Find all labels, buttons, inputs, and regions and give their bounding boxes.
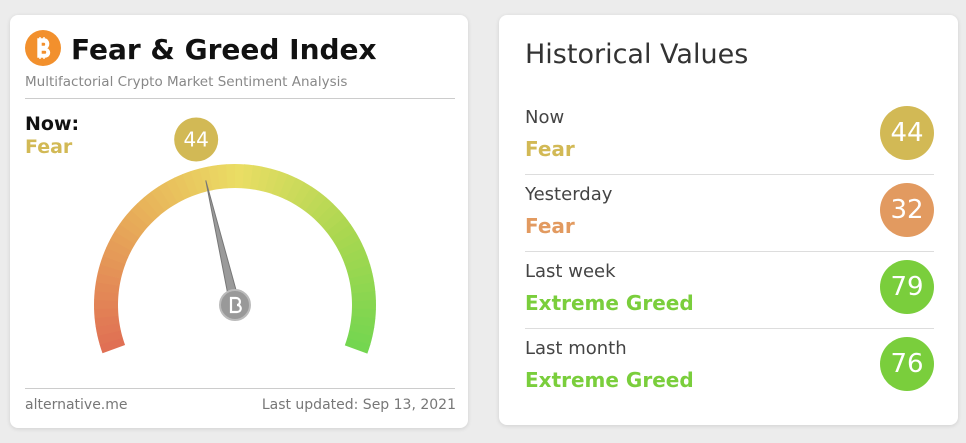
gauge-arc	[199, 166, 214, 192]
title: Fear & Greed Index	[71, 33, 377, 66]
divider	[25, 98, 455, 99]
bitcoin-logo	[25, 30, 61, 66]
row-label: Now	[525, 107, 565, 128]
gauge-arc	[95, 272, 122, 287]
row-label: Last month	[525, 338, 627, 359]
history-row: Last month Extreme Greed 76	[499, 332, 958, 409]
gauge-arc	[97, 330, 123, 345]
divider	[25, 388, 455, 389]
gauge-arc	[292, 182, 313, 208]
gauge-arc	[330, 224, 356, 245]
gauge-arc	[99, 337, 126, 354]
gauge-arc	[242, 164, 254, 190]
updated: Last updated: Sep 13, 2021	[261, 397, 456, 413]
gauge-arc	[348, 273, 375, 287]
row-value: 76	[880, 337, 934, 391]
gauge-arc	[94, 315, 120, 328]
gauge-arc	[102, 247, 129, 265]
gauge-arc	[350, 282, 376, 294]
gauge-arc	[208, 165, 221, 191]
separator	[525, 174, 934, 175]
gauge-arc	[334, 231, 361, 252]
row-classification: Extreme Greed	[525, 368, 694, 392]
gauge-arc	[351, 291, 376, 302]
gauge-arc	[344, 337, 371, 354]
row-classification: Extreme Greed	[525, 291, 694, 315]
needle	[205, 180, 241, 307]
gauge-arc	[350, 315, 376, 328]
gauge-arc	[257, 166, 272, 192]
gauge-arc	[347, 330, 373, 346]
gauge-arc	[94, 307, 119, 319]
source: alternative.me	[25, 397, 128, 413]
gauge-arc	[321, 210, 346, 233]
gauge-arc	[217, 164, 228, 189]
gauge-arc	[97, 264, 124, 279]
gauge-arc	[326, 216, 351, 239]
gauge-arc	[347, 264, 373, 280]
gauge-arc	[341, 247, 368, 265]
gauge-arc	[124, 209, 149, 232]
gauge-arc	[99, 255, 126, 272]
gauge-arc	[249, 165, 263, 191]
gauge-arc	[130, 203, 155, 227]
gauge-arc	[278, 174, 297, 200]
gauge: 44	[94, 117, 376, 354]
gauge-arc	[110, 231, 136, 251]
gauge-arc	[114, 223, 140, 245]
row-label: Yesterday	[525, 184, 613, 205]
row-value: 32	[880, 183, 934, 237]
gauge-arc	[351, 308, 376, 319]
value-label: 44	[183, 127, 208, 151]
history-title: Historical Values	[525, 39, 749, 70]
gauge-arc	[338, 239, 364, 258]
gauge-arc	[344, 256, 371, 272]
now-label: Now:	[25, 113, 80, 135]
history-row: Yesterday Fear 32	[499, 178, 958, 255]
gauge-arc	[304, 191, 327, 217]
classification: Fear	[25, 136, 73, 158]
gauge-arc	[310, 197, 334, 222]
gauge-arc	[94, 290, 119, 302]
value-badge	[174, 117, 219, 162]
row-label: Last week	[525, 261, 616, 282]
needle-hub	[219, 289, 251, 321]
gauge-arc	[106, 239, 132, 258]
row-value: 44	[880, 106, 934, 160]
gauge-arc	[190, 168, 206, 194]
gauge-arc	[173, 174, 192, 200]
gauge-arc	[158, 181, 179, 207]
row-value: 79	[880, 260, 934, 314]
gauge-arc	[285, 177, 305, 204]
row-classification: Fear	[525, 214, 575, 238]
gauge-arc	[165, 177, 185, 204]
history-row: Last week Extreme Greed 79	[499, 255, 958, 332]
history-card: Historical Values Now Fear 44 Yesterday Fear…	[499, 15, 958, 425]
gauge-arc	[150, 186, 172, 212]
row-classification: Fear	[525, 137, 575, 161]
gauge-arc	[298, 186, 320, 212]
gauge-arc	[349, 323, 375, 337]
gauge-card: Fear & Greed Index Multifactorial Crypto…	[10, 15, 468, 428]
gauge-arc	[182, 171, 199, 197]
gauge-arc	[95, 322, 121, 336]
gauge-arc	[137, 197, 160, 221]
hub-logo	[229, 296, 242, 314]
gauge-arc	[316, 203, 340, 227]
subtitle: Multifactorial Crypto Market Sentiment A…	[25, 74, 348, 90]
gauge-arc	[94, 281, 120, 294]
separator	[525, 328, 934, 329]
gauge-arc	[264, 168, 280, 195]
separator	[525, 251, 934, 252]
gauge-arc	[143, 191, 166, 216]
gauge-arc	[119, 216, 144, 238]
history-row: Now Fear 44	[499, 101, 958, 178]
gauge-arc	[271, 171, 289, 197]
